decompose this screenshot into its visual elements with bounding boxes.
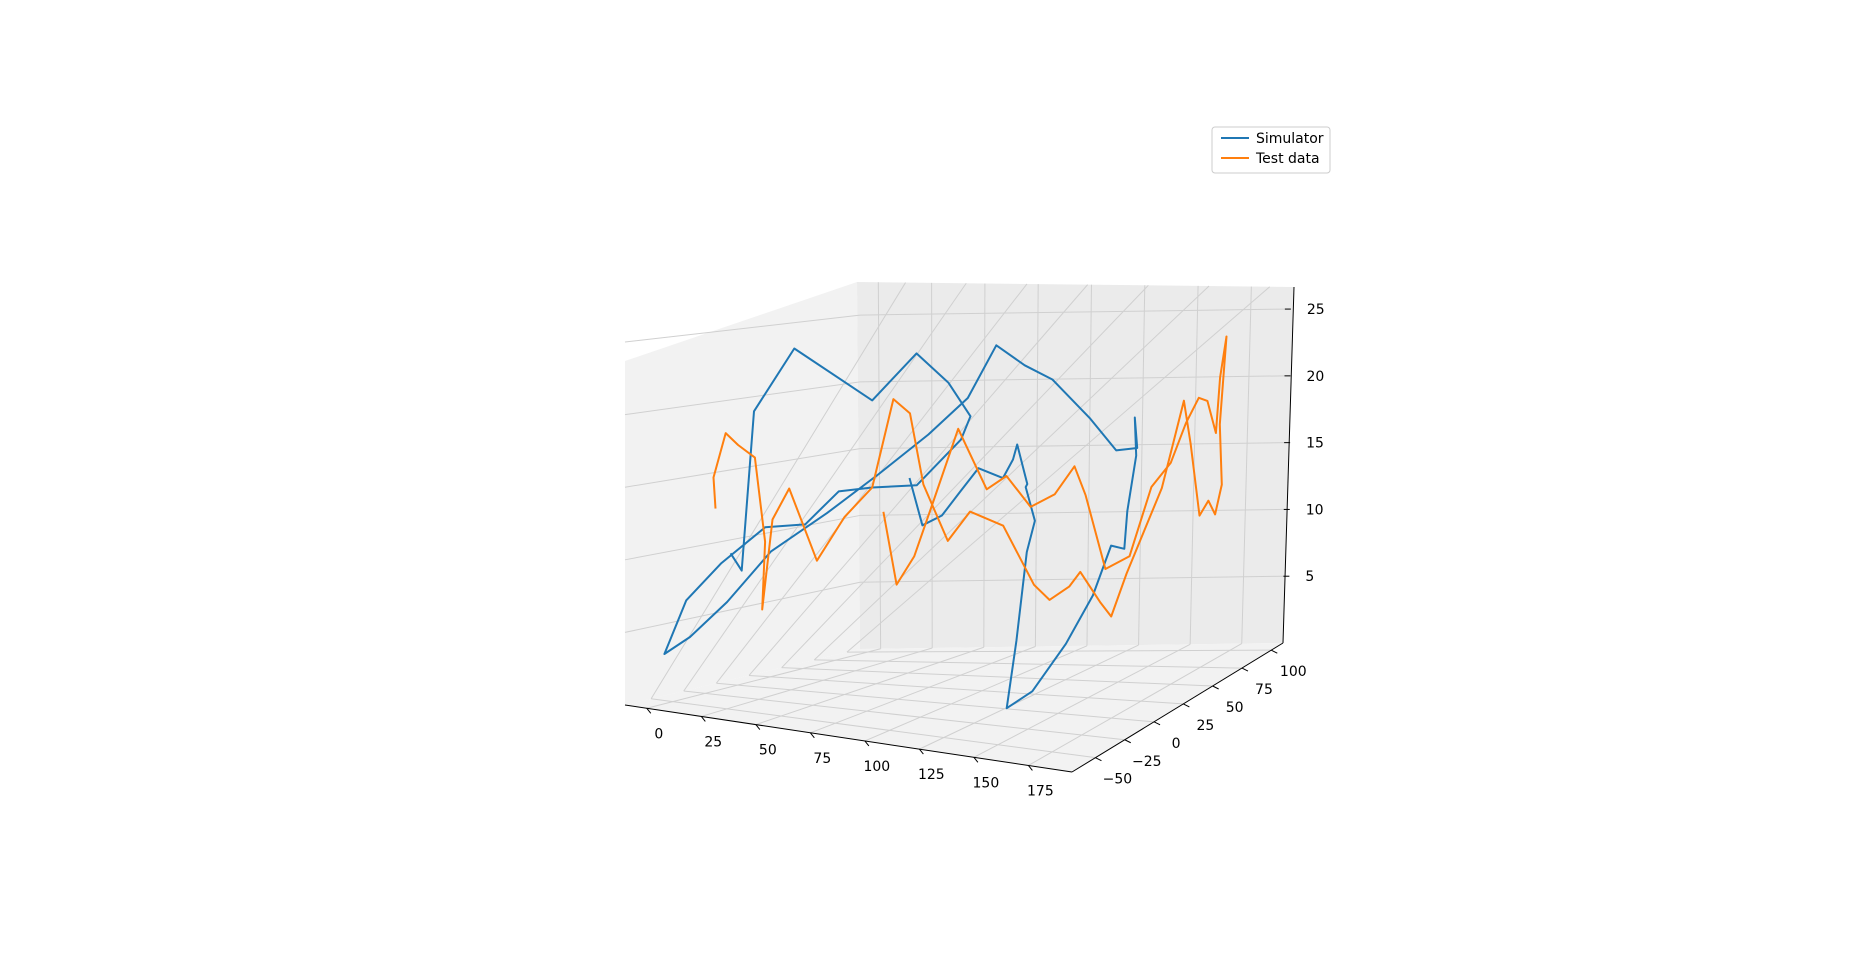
legend-label-simulator: Simulator (1256, 131, 1324, 147)
x-tick-label: 150 (973, 775, 1000, 791)
z-gridline (859, 575, 1284, 583)
x-tick (1027, 765, 1033, 771)
y-gridline-wall (781, 284, 1149, 669)
y-gridline-wall (748, 284, 1089, 676)
x-tick (864, 740, 870, 747)
y-tick-label: 50 (1226, 700, 1244, 716)
x-tick-label: 175 (1027, 783, 1054, 799)
grid-layer (624, 282, 1285, 766)
z-tick-label: 25 (1307, 302, 1325, 318)
x-gridline (1028, 643, 1242, 766)
x-tick (918, 748, 924, 755)
z-gridline-wall (624, 581, 861, 633)
y-gridline (683, 690, 1125, 741)
y-gridline (748, 674, 1184, 705)
series-line-test-data (712, 335, 1228, 618)
x-gridline-wall (1138, 285, 1146, 646)
x-pane (625, 282, 860, 705)
y-gridline (716, 682, 1155, 723)
y-tick-label: 25 (1196, 718, 1214, 734)
x-gridline (755, 646, 984, 726)
axes-panes (625, 282, 1294, 772)
tick-labels: 0 25 50 75 100 125 150 175 −50 −25 0 25 50 75 100 5 10 15… (654, 302, 1324, 799)
y-gridline (651, 698, 1096, 759)
y-tick (1241, 667, 1249, 672)
y-gridline (781, 667, 1213, 687)
x-gridline (701, 647, 933, 717)
y-tick (1271, 649, 1278, 654)
x-tick-label: 100 (863, 759, 890, 775)
x-gridline-wall (1241, 286, 1252, 644)
y-tick-label: 0 (1172, 736, 1181, 752)
x-tick-label: 50 (759, 743, 777, 759)
x-gridline (646, 648, 881, 709)
x-tick (809, 732, 815, 739)
y-tick-label: −50 (1103, 772, 1133, 788)
z-gridline (859, 308, 1285, 316)
y-gridline-wall (846, 286, 1271, 653)
z-tick-label: 5 (1305, 569, 1314, 585)
y-tick (1095, 757, 1102, 762)
x-tick-label: 125 (918, 767, 945, 783)
x-gridline-wall (931, 282, 933, 648)
x-tick-label: 25 (704, 734, 722, 750)
y-tick-label: 75 (1255, 682, 1273, 698)
x-tick (755, 724, 761, 730)
z-pane (625, 643, 1283, 772)
data-lines (663, 335, 1228, 710)
y-tick (1124, 739, 1131, 744)
y-gridline (814, 659, 1242, 669)
y-tick (1212, 685, 1219, 690)
x-gridline-wall (877, 282, 882, 649)
y-gridline-wall (715, 283, 1028, 684)
x-tick (700, 716, 706, 722)
y-gridline-wall (650, 282, 906, 700)
z-gridline-wall (624, 381, 861, 416)
z-gridline-wall (624, 314, 861, 343)
y-gridline (846, 649, 1272, 653)
x-gridline (973, 643, 1191, 758)
z-gridline-wall (624, 448, 861, 488)
x-tick-label: 0 (654, 726, 663, 742)
y-tick-label: −25 (1132, 754, 1162, 770)
y-tick-label: 100 (1280, 664, 1307, 680)
z-gridline (859, 442, 1285, 450)
y-tick (1153, 721, 1161, 726)
axes-layer (624, 286, 1295, 773)
y-tick (1183, 703, 1190, 708)
x-gridline-wall (983, 283, 986, 648)
x-gridline (864, 645, 1088, 742)
x-gridline (919, 644, 1139, 750)
z-tick-label: 15 (1306, 436, 1324, 452)
z-gridline-wall (624, 514, 861, 561)
x-tick-label: 75 (813, 751, 831, 767)
z-axis-line (1282, 286, 1295, 644)
legend-label-test-data: Test data (1255, 151, 1320, 167)
y-axis-line (1071, 642, 1284, 773)
x-axis-line (624, 704, 1073, 773)
legend: Simulator Test data (1211, 126, 1331, 174)
z-tick-label: 10 (1306, 502, 1324, 518)
y-gridline-wall (813, 285, 1210, 661)
y-pane (857, 282, 1294, 649)
y-gridline-wall (683, 282, 967, 692)
x-tick (973, 756, 979, 763)
series-line-simulator (663, 344, 1139, 710)
z-gridline (859, 375, 1285, 383)
x-gridline (810, 646, 1036, 734)
x-tick (646, 707, 652, 714)
z-tick-label: 20 (1306, 369, 1324, 385)
